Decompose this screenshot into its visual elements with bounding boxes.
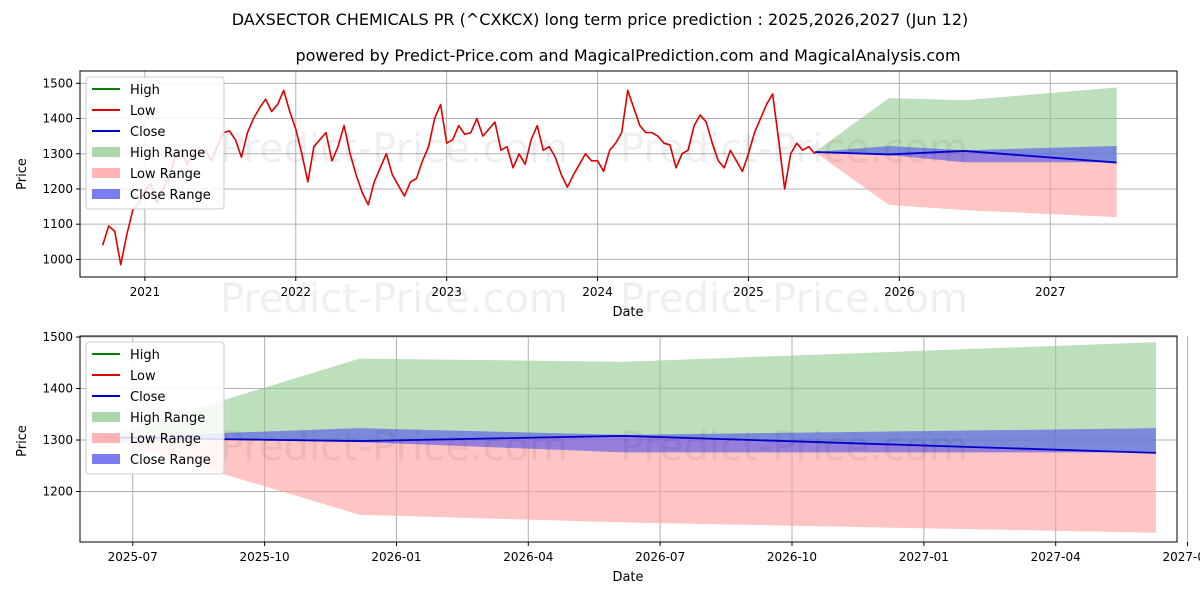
plot-area xyxy=(101,342,1156,533)
close-forecast-line xyxy=(814,150,1117,164)
x-tick-label: 2027-07 xyxy=(1162,550,1200,564)
chart-title: DAXSECTOR CHEMICALS PR (^CXKCX) long ter… xyxy=(232,10,969,29)
legend-swatch xyxy=(92,168,120,178)
forecast-chart: Date Price Predict-Price.com Predict-Pri… xyxy=(15,330,1200,585)
y-tick-label: 1300 xyxy=(42,433,73,447)
legend: High Low Close High Range Low Range Close Ran… xyxy=(85,76,225,210)
y-tick-label: 1000 xyxy=(42,252,73,266)
legend-swatch xyxy=(92,433,120,443)
y-tick-label: 1300 xyxy=(42,147,73,161)
high-range-band xyxy=(814,87,1117,163)
legend-swatch xyxy=(92,454,120,464)
watermark: Predict-Price.com xyxy=(620,424,968,470)
x-tick-label: 2026-04 xyxy=(503,550,553,564)
legend-label: Close Range xyxy=(130,453,211,468)
legend-label: Low xyxy=(130,369,156,384)
x-tick-label: 2024 xyxy=(582,285,613,299)
plot-frame xyxy=(79,70,1178,278)
legend-label: Close xyxy=(130,390,165,405)
legend-box xyxy=(85,341,225,475)
x-tick-label: 2026-01 xyxy=(371,550,421,564)
x-axis-label: Date xyxy=(612,570,643,585)
legend-label: High xyxy=(130,83,160,98)
legend-swatch xyxy=(92,147,120,157)
watermark: Predict-Price.com xyxy=(220,424,568,470)
y-tick-label: 1200 xyxy=(42,182,73,196)
watermark: Predict-Price.com xyxy=(620,126,968,172)
low-range-band xyxy=(101,435,1156,533)
x-tick-label: 2025-07 xyxy=(108,550,158,564)
long-term-chart: Date Price Predict-Price.com Predict-Pri… xyxy=(15,70,1178,322)
y-tick-label: 1100 xyxy=(42,217,73,231)
x-tick-label: 2025 xyxy=(733,285,764,299)
plot-area xyxy=(101,87,1117,266)
watermark: Predict-Price.com xyxy=(620,276,968,322)
y-tick-label: 1500 xyxy=(42,330,73,344)
x-tick-label: 2022 xyxy=(281,285,312,299)
y-axis-label: Price xyxy=(15,158,30,190)
y-tick-label: 1500 xyxy=(42,76,73,90)
watermark: Predict-Price.com xyxy=(220,276,568,322)
legend: High Low Close High Range Low Range Close Ran… xyxy=(85,341,225,475)
x-tick-label: 2026-10 xyxy=(767,550,817,564)
high-range-band xyxy=(101,342,1156,453)
legend-label: High Range xyxy=(130,146,205,161)
x-tick-label: 2025-10 xyxy=(240,550,290,564)
y-axis-label: Price xyxy=(15,425,30,457)
close-range-band xyxy=(814,146,1117,163)
x-axis-label: Date xyxy=(612,305,643,320)
legend-label: High xyxy=(130,348,160,363)
x-tick-label: 2027 xyxy=(1035,285,1066,299)
legend-label: Close xyxy=(130,125,165,140)
legend-label: Low Range xyxy=(130,432,201,447)
legend-swatch xyxy=(92,412,120,422)
legend-label: High Range xyxy=(130,411,205,426)
close-range-band xyxy=(101,428,1156,453)
legend-box xyxy=(85,76,225,210)
y-tick-label: 1200 xyxy=(42,485,73,499)
legend-label: Low xyxy=(130,104,156,119)
y-tick-label: 1400 xyxy=(42,112,73,126)
plot-frame xyxy=(79,335,1178,543)
x-tick-label: 2026-07 xyxy=(635,550,685,564)
chart-subtitle: powered by Predict-Price.com and Magical… xyxy=(295,46,960,65)
close-forecast-line xyxy=(101,435,1156,454)
x-tick-label: 2026 xyxy=(884,285,915,299)
y-tick-label: 1400 xyxy=(42,382,73,396)
x-tick-label: 2027-01 xyxy=(899,550,949,564)
low-range-band xyxy=(814,150,1117,218)
x-tick-label: 2021 xyxy=(130,285,161,299)
x-tick-label: 2027-04 xyxy=(1031,550,1081,564)
legend-label: Low Range xyxy=(130,167,201,182)
legend-label: Close Range xyxy=(130,188,211,203)
x-tick-label: 2023 xyxy=(431,285,462,299)
legend-swatch xyxy=(92,189,120,199)
watermark: Predict-Price.com xyxy=(220,126,568,172)
